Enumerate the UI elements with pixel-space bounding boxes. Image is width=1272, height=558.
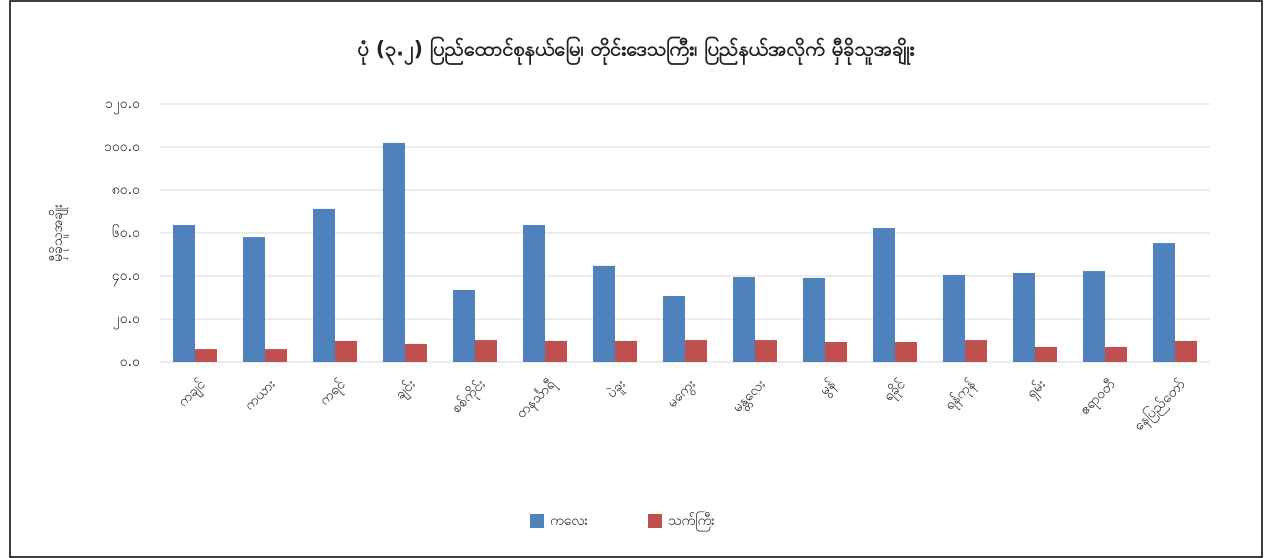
bar [335,340,357,362]
bar [895,342,917,362]
y-tick-label: ၈၀.၀ [112,182,140,198]
bar [173,225,195,362]
bar [313,208,335,362]
bar [545,340,567,362]
bar [615,340,637,362]
bar [873,228,895,362]
y-tick-label: ၁၂၀.၀ [105,96,140,114]
bar [1105,346,1127,362]
chart-border [9,0,1263,558]
bar [685,340,707,362]
bar [195,349,217,362]
y-tick-label: ၆၀.၀ [112,225,140,241]
bar [243,237,265,362]
bar [1083,271,1105,362]
bar [755,340,777,362]
y-tick-label: ၂၀.၀ [113,311,140,329]
y-tick-label: ၄၀.၀ [112,268,140,286]
legend-swatch [530,514,544,528]
legend-swatch [648,514,662,528]
y-axis-label: မှီခိုသူအချိုး [50,204,68,262]
bar [965,340,987,362]
bar [453,289,475,362]
y-tick-label: ၁၀၀.၀ [104,139,140,155]
legend-label: သက်ကြီး [668,512,715,531]
bar [1035,346,1057,362]
y-tick-label: ၀.၀ [120,354,140,370]
bar [593,265,615,362]
bar [523,225,545,362]
bar [405,343,427,362]
bar [663,295,685,362]
bar [475,340,497,362]
bar [803,277,825,362]
bar [1153,243,1175,362]
legend-label: ကလေး [550,513,588,529]
bar [733,277,755,362]
bar [825,342,847,362]
bar [943,274,965,362]
bar [383,142,405,362]
bar [1013,272,1035,362]
bar [265,349,287,362]
bar [1175,340,1197,362]
